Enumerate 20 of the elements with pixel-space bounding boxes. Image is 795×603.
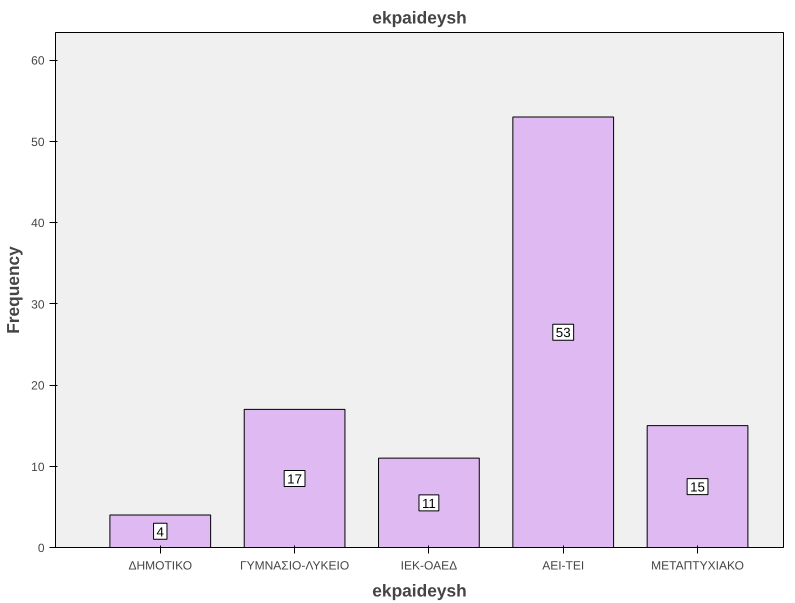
y-tick-label: 60 [31,54,45,68]
y-axis-title: Frequency [3,246,24,334]
x-tick-label: ΜΕΤΑΠΤΥΧΙΑΚΟ [651,558,744,572]
x-axis-title: ekpaideysh [372,580,467,600]
x-tick-label: ΔΗΜΟΤΙΚΟ [128,558,192,572]
y-tick-label: 40 [31,216,45,230]
y-tick-label: 30 [31,297,45,312]
data-label: 53 [556,325,571,340]
y-tick-label: 20 [31,378,45,393]
data-label: 15 [690,480,705,495]
data-label: 4 [156,524,165,540]
y-tick-label: 0 [38,541,45,555]
y-tick-label: 50 [31,134,45,149]
y-tick-label: 10 [31,460,45,474]
x-tick-label: ΑΕΙ-ΤΕΙ [542,558,584,572]
chart-title: ekpaideysh [372,8,467,28]
x-tick-label: ΙΕΚ-ΟΑΕΔ [400,558,458,572]
data-label: 17 [287,471,302,486]
data-label: 11 [422,496,436,511]
x-tick-label: ΓΥΜΝΑΣΙΟ-ΛΥΚΕΙΟ [240,558,350,572]
